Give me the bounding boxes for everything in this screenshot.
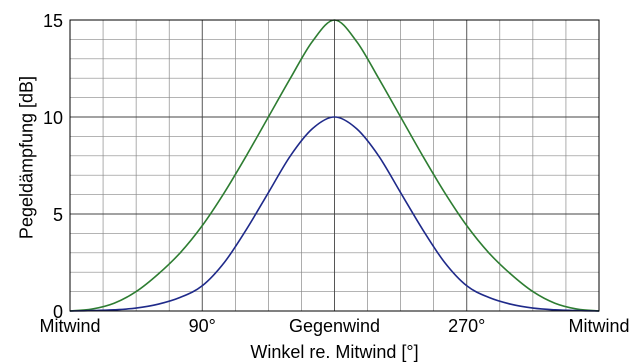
major-grid xyxy=(69,19,600,312)
y-tick-label: 5 xyxy=(53,205,63,225)
y-tick-label: 0 xyxy=(53,302,63,322)
x-tick-label: 90° xyxy=(189,316,216,336)
x-tick-label: Mitwind xyxy=(39,316,100,336)
plot-frame xyxy=(69,19,600,312)
series-line-2 xyxy=(69,116,600,312)
y-tick-label: 15 xyxy=(43,11,63,31)
y-tick-label: 10 xyxy=(43,108,63,128)
x-tick-labels: Mitwind 90° Gegenwind 270° Mitwind xyxy=(39,316,629,336)
x-tick-label: Gegenwind xyxy=(289,316,380,336)
x-axis-title: Winkel re. Mitwind [°] xyxy=(250,342,418,362)
y-axis-title: Pegeldämpfung [dB] xyxy=(16,76,36,239)
y-tick-labels: 0 5 10 15 xyxy=(43,11,63,322)
x-tick-label: Mitwind xyxy=(568,316,629,336)
x-tick-label: 270° xyxy=(448,316,485,336)
